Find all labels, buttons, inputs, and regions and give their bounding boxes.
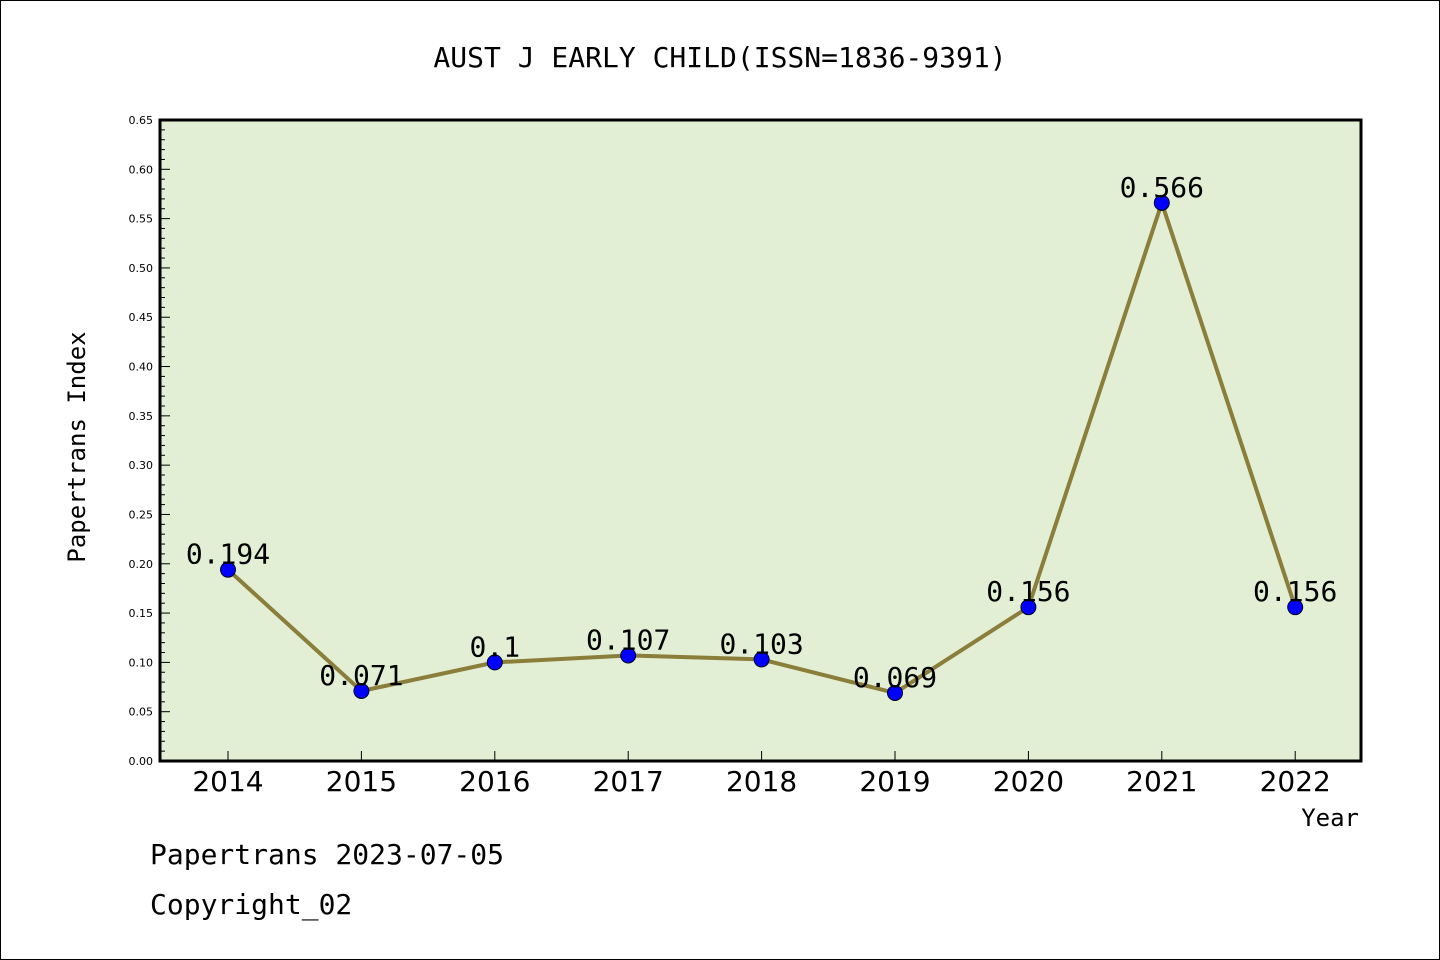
footer-copyright: Copyright_02: [150, 888, 352, 922]
x-tick-label: 2015: [326, 765, 397, 798]
chart-title: AUST J EARLY CHILD(ISSN=1836-9391): [433, 41, 1006, 74]
y-tick-label: 0.05: [129, 706, 154, 719]
y-tick-label: 0.35: [129, 410, 154, 423]
x-tick-label: 2020: [993, 765, 1064, 798]
y-tick-label: 0.60: [129, 163, 154, 176]
y-tick-label: 0.00: [129, 755, 154, 768]
x-tick-label: 2014: [192, 765, 263, 798]
x-axis: 2014 2015 2016 2017 2018 2019 2020 2021 2022: [192, 751, 1331, 798]
x-tick-label: 2016: [459, 765, 530, 798]
data-label: 0.069: [853, 661, 937, 694]
data-point: [620, 647, 637, 664]
data-label: 0.156: [986, 575, 1070, 608]
y-tick-label: 0.10: [129, 656, 154, 669]
data-label: 0.194: [186, 538, 270, 571]
y-tick-label: 0.55: [129, 213, 154, 226]
y-tick-label: 0.20: [129, 558, 154, 571]
y-tick-label: 0.50: [129, 262, 154, 275]
y-tick-label: 0.25: [129, 508, 154, 521]
y-tick-label: 0.65: [129, 114, 154, 127]
y-axis-title: Papertrans Index: [63, 331, 91, 562]
x-tick-label: 2021: [1126, 765, 1197, 798]
data-point: [1287, 599, 1304, 616]
y-tick-label: 0.45: [129, 311, 154, 324]
footer-date: Papertrans 2023-07-05: [150, 838, 504, 871]
data-label: 0.107: [586, 623, 670, 656]
data-point: [1020, 599, 1037, 616]
x-axis-title: Year: [1301, 804, 1359, 832]
data-point: [1153, 194, 1170, 211]
series-group: 0.194 0.071 0.1 0.107 0.103 0.069 0.156 0.566 0.…: [186, 171, 1337, 701]
y-tick-label: 0.40: [129, 361, 154, 374]
y-tick-label: 0.30: [129, 459, 154, 472]
data-point: [220, 561, 236, 578]
data-point: [486, 654, 503, 671]
x-tick-label: 2018: [726, 765, 797, 798]
y-tick-label: 0.15: [129, 607, 154, 620]
data-point: [353, 682, 370, 699]
x-tick-label: 2017: [593, 765, 664, 798]
data-label: 0.103: [719, 627, 803, 660]
y-axis: 0.00 0.05 0.10 0.15 0.20 0.25 0.30 0.35 0.40 0.45…: [129, 114, 170, 768]
data-label: 0.1: [470, 630, 521, 663]
x-tick-label: 2019: [859, 765, 930, 798]
data-label: 0.566: [1120, 171, 1204, 204]
x-tick-label: 2022: [1260, 765, 1331, 798]
data-point: [753, 651, 770, 668]
data-label: 0.156: [1253, 575, 1337, 608]
data-point: [887, 684, 903, 701]
data-label: 0.071: [319, 659, 403, 692]
